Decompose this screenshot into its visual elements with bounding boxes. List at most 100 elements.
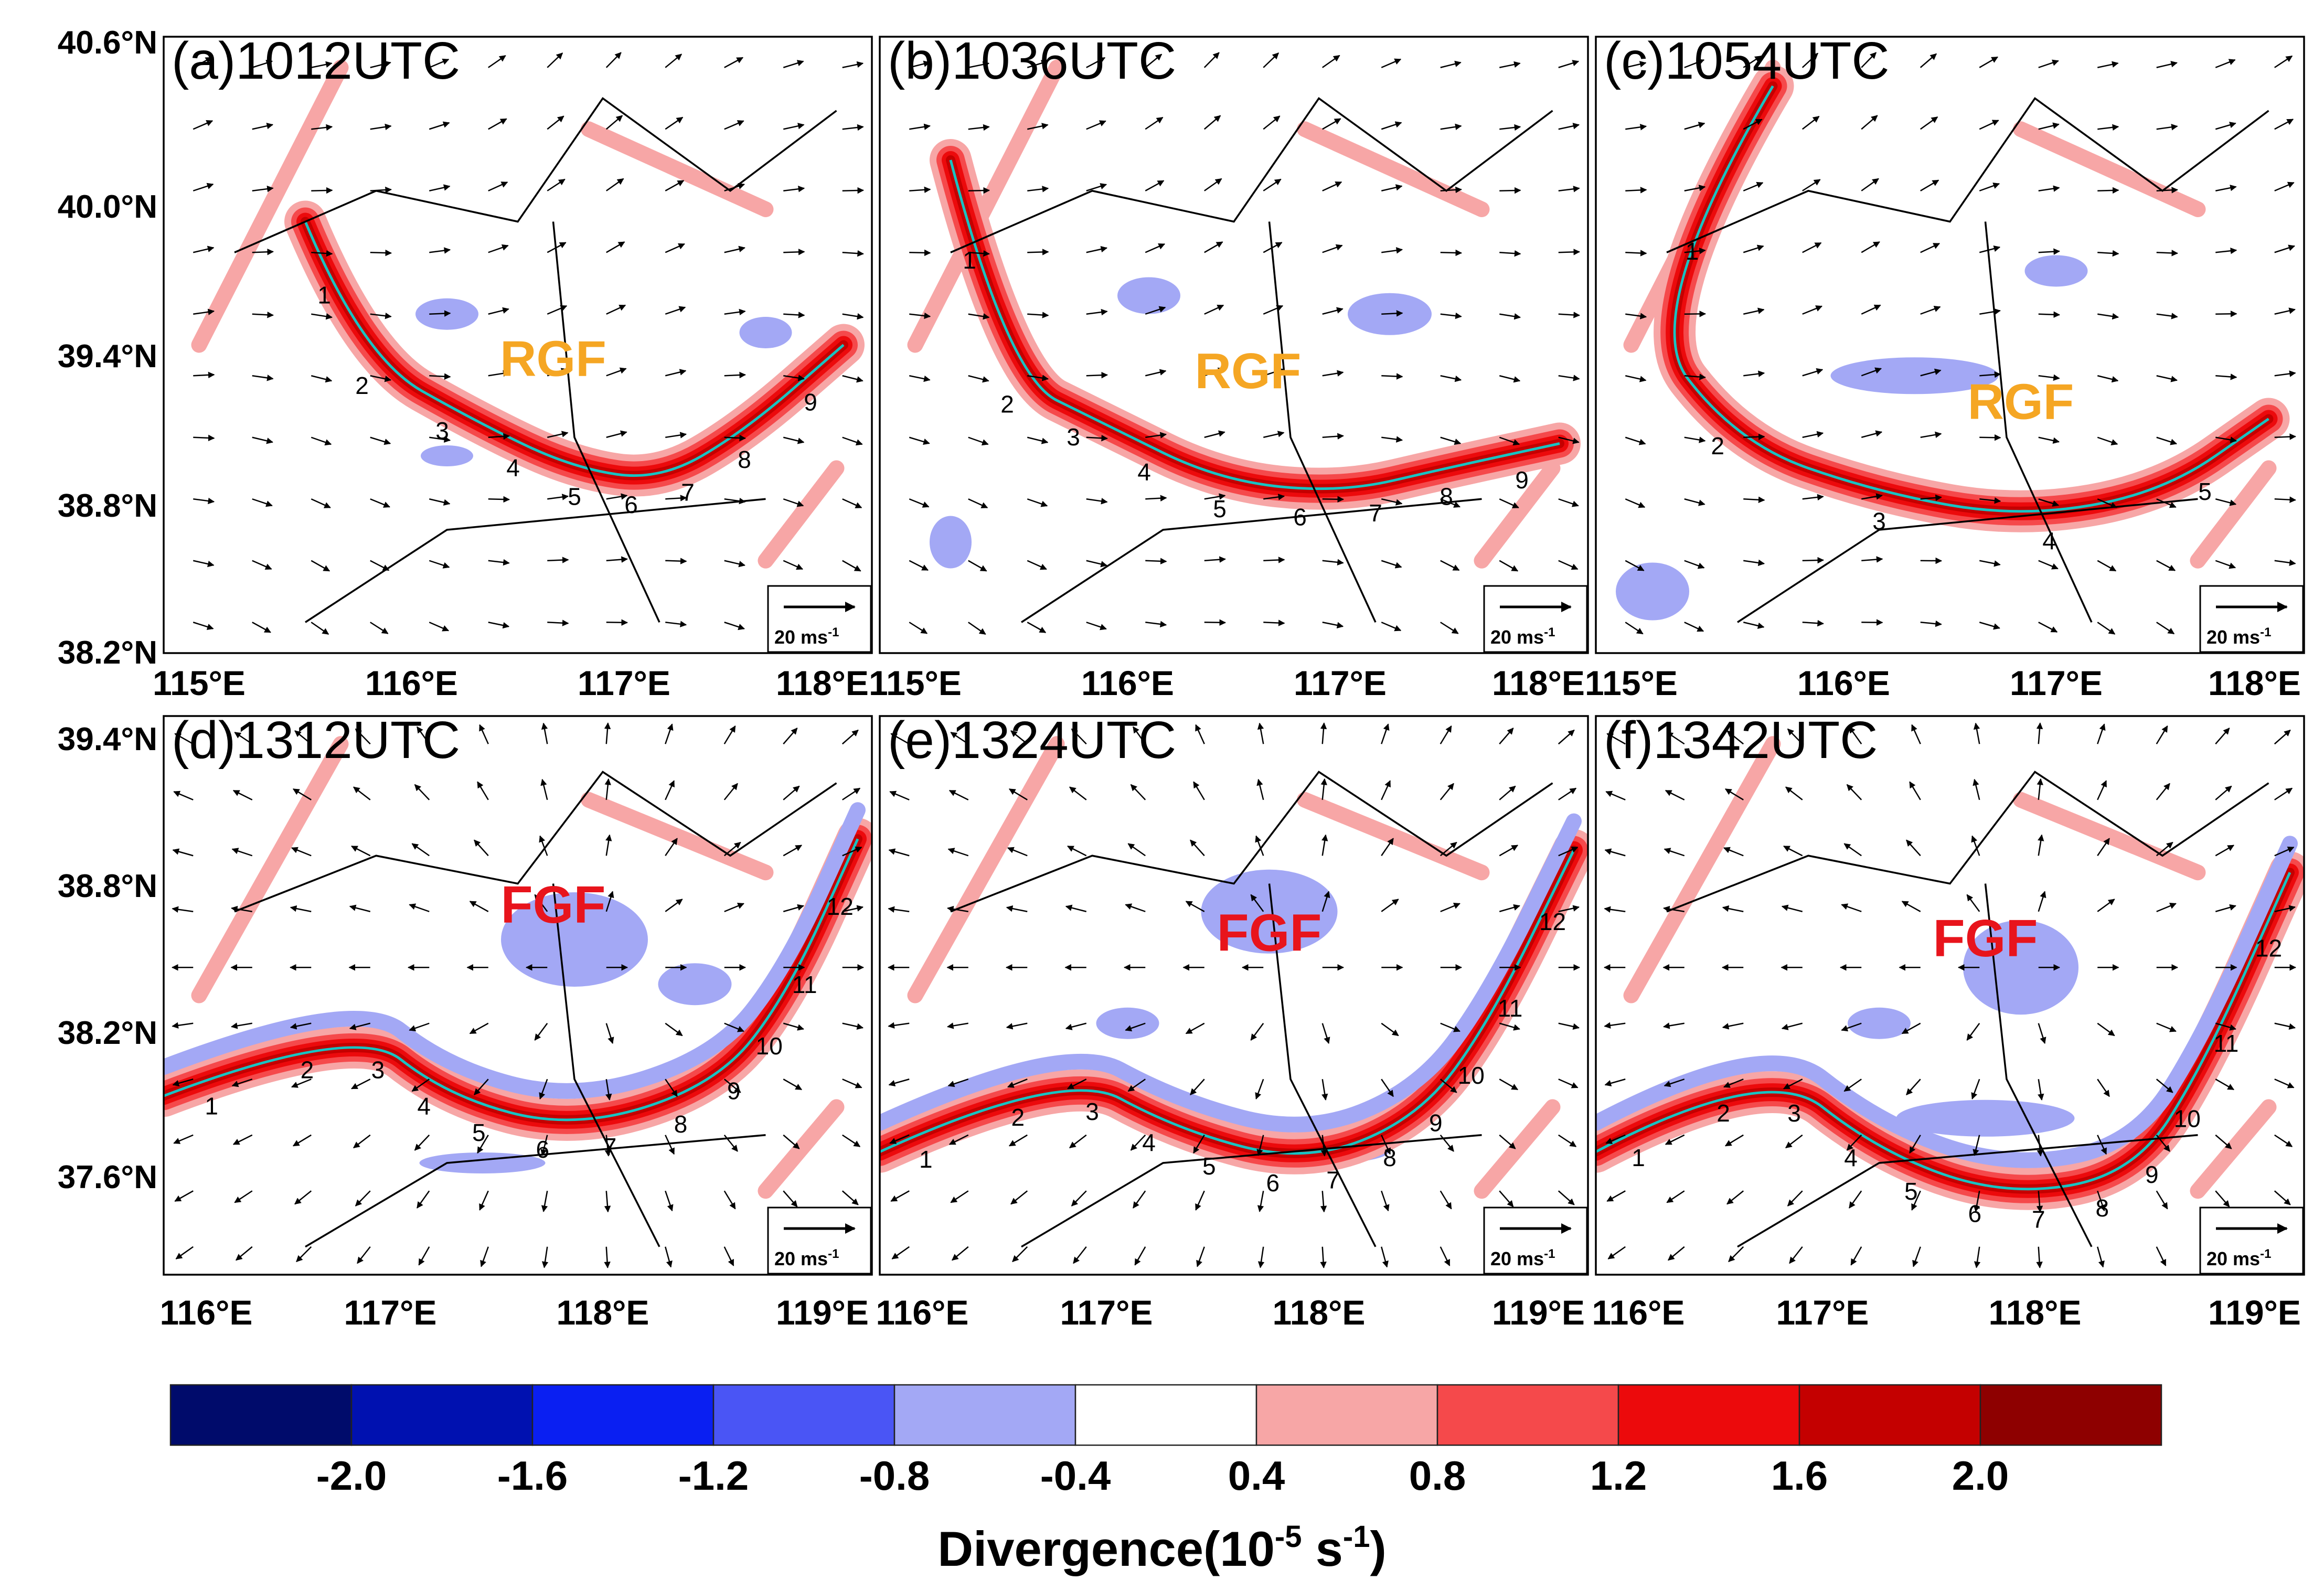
wind-vector [2038, 436, 2060, 444]
wind-vector [1909, 1135, 1921, 1154]
wind-vector [1321, 1079, 1328, 1101]
wind-vector [2215, 845, 2235, 857]
wind-vector [488, 181, 508, 191]
latitude-label: 38.8°N [58, 868, 157, 904]
front-point-label: 1 [317, 282, 331, 309]
wind-vector [1789, 1246, 1803, 1264]
wind-vector [409, 1022, 430, 1032]
wind-vector [842, 250, 864, 257]
wind-vector [1912, 1246, 1921, 1267]
wind-vector [1010, 730, 1028, 745]
wind-vector [783, 904, 804, 912]
wind-vector [1850, 1246, 1862, 1266]
wind-vector [968, 313, 990, 320]
colorbar-segment [1255, 1384, 1438, 1446]
longitude-label: 116°E [876, 1293, 969, 1332]
wind-vector [1604, 848, 1626, 857]
wind-vector [418, 1246, 430, 1266]
front-point-label: 5 [1202, 1152, 1216, 1180]
wind-vector [968, 622, 986, 635]
wind-vector [488, 622, 510, 629]
wind-vector [547, 620, 569, 626]
wind-vector [351, 845, 371, 857]
convergence-area [1830, 357, 1999, 394]
wind-vector [2038, 560, 2059, 570]
wind-vector [2156, 1190, 2168, 1210]
panel-title: (f)1342UTC [1604, 711, 1878, 770]
wind-vector [1086, 371, 1108, 379]
wind-vector [1263, 368, 1284, 377]
wind-vector [783, 186, 805, 193]
front-point-label: 6 [1266, 1169, 1280, 1197]
wind-vector [1722, 905, 1744, 912]
wind-vector [534, 1023, 548, 1041]
wind-vector [411, 843, 430, 857]
wind-vector [1381, 436, 1403, 443]
wind-vector [665, 495, 687, 501]
wind-vector [1726, 730, 1744, 745]
wind-vector [1979, 245, 2001, 253]
wind-vector [1558, 436, 1580, 444]
wind-vector [1841, 903, 1862, 912]
wind-vector [1743, 55, 1762, 68]
wind-vector [1558, 498, 1579, 507]
front-point-label: 7 [681, 479, 695, 506]
wind-vector [2156, 1022, 2177, 1032]
wind-vector [469, 901, 489, 912]
wind-vector [1861, 178, 1879, 191]
wind-vector [1743, 181, 1764, 191]
reference-vector-label: 20 ms-1 [2206, 1247, 2271, 1269]
longitude-label: 115°E [1585, 664, 1678, 702]
wind-vector [2038, 498, 2060, 507]
wind-vector [2156, 187, 2178, 194]
wind-vector [349, 904, 371, 912]
convergence-band [164, 802, 866, 1099]
wind-vector [783, 375, 805, 381]
wind-vector [1006, 905, 1028, 912]
wind-vector [1979, 497, 2001, 504]
wind-vector [353, 1134, 371, 1149]
wind-vector [909, 123, 931, 130]
wind-vector [783, 1079, 803, 1091]
wind-vector [968, 124, 990, 131]
wind-vector [1966, 1023, 1980, 1041]
wind-vector [2156, 375, 2178, 382]
wind-vector [1185, 901, 1205, 912]
wind-vector [429, 58, 450, 68]
wind-vector [606, 178, 624, 191]
longitude-label: 116°E [160, 1293, 253, 1332]
wind-vector [370, 60, 391, 68]
wind-vector [1849, 1190, 1862, 1209]
front-point-label: 9 [1429, 1109, 1443, 1137]
wind-vector [1086, 245, 1108, 253]
wind-vector [1802, 494, 1824, 501]
wind-vector [2274, 244, 2296, 253]
wind-vector [1979, 560, 2001, 567]
wind-vector [1971, 1079, 1980, 1099]
wind-vector [172, 1079, 194, 1087]
latitude-label: 39.4°N [58, 721, 157, 757]
wind-vector [842, 375, 863, 383]
wind-vector [541, 1246, 549, 1268]
wind-vector [2038, 122, 2060, 130]
wind-vector [665, 780, 675, 800]
wind-vector [547, 52, 563, 68]
wind-vector [1499, 845, 1519, 857]
wind-vector [842, 560, 861, 572]
longitude-label: 116°E [1081, 664, 1174, 702]
wind-vector [1145, 243, 1166, 253]
wind-vector [2274, 559, 2296, 566]
wind-vector [842, 313, 864, 320]
front-point-label: 2 [1011, 1104, 1025, 1131]
wind-vector [370, 622, 389, 634]
wind-vector [968, 560, 987, 572]
wind-vector [1625, 187, 1647, 194]
wind-vector [1440, 375, 1462, 382]
wind-vector [193, 245, 215, 253]
wind-vector [2274, 181, 2295, 191]
wind-vector [1190, 839, 1205, 857]
wind-vector [1127, 843, 1146, 857]
wind-vector [1007, 847, 1028, 857]
longitude-label: 119°E [2208, 1293, 2301, 1332]
